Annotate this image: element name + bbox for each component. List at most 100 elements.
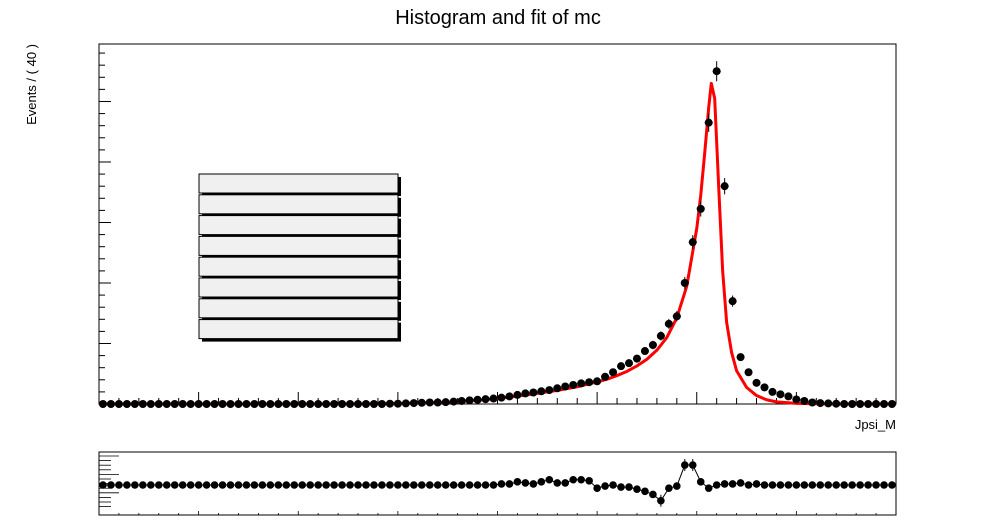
data-point bbox=[346, 400, 355, 408]
pull-point bbox=[489, 481, 498, 489]
pull-point bbox=[330, 481, 338, 489]
data-point bbox=[154, 400, 163, 408]
pull-point bbox=[123, 481, 131, 489]
data-point bbox=[768, 387, 777, 396]
data-point bbox=[497, 393, 506, 402]
pull-point bbox=[306, 481, 315, 489]
data-point bbox=[856, 400, 865, 408]
data-point bbox=[888, 400, 897, 408]
pull-point bbox=[473, 481, 482, 489]
pull-point bbox=[266, 481, 275, 489]
pull-point bbox=[282, 481, 291, 489]
pull-point bbox=[625, 483, 633, 491]
pull-point bbox=[362, 481, 370, 489]
pull-point bbox=[593, 484, 601, 492]
pull-point bbox=[649, 490, 657, 499]
pull-point bbox=[776, 481, 785, 489]
data-point bbox=[314, 400, 323, 408]
pull-point bbox=[816, 481, 825, 489]
pull-point bbox=[417, 481, 426, 489]
data-point bbox=[609, 368, 618, 377]
pull-point bbox=[139, 481, 147, 489]
pull-point bbox=[712, 481, 721, 489]
pull-point bbox=[178, 481, 187, 489]
data-point bbox=[234, 400, 243, 408]
pull-point bbox=[378, 481, 386, 489]
pull-point bbox=[218, 481, 227, 489]
pull-point bbox=[497, 480, 506, 488]
data-point bbox=[417, 398, 426, 407]
data-point bbox=[481, 395, 490, 404]
data-point bbox=[441, 398, 450, 407]
pull-point bbox=[131, 481, 139, 489]
pull-point bbox=[322, 481, 330, 489]
data-point bbox=[545, 386, 554, 395]
data-point bbox=[848, 400, 857, 408]
pull-point bbox=[680, 461, 689, 469]
pull-point bbox=[856, 481, 864, 489]
pull-point bbox=[752, 480, 761, 488]
pull-point bbox=[832, 481, 841, 489]
pull-point bbox=[657, 496, 665, 505]
pull-point bbox=[641, 487, 649, 496]
pull-point bbox=[354, 481, 362, 489]
pull-point bbox=[194, 481, 203, 489]
pull-point bbox=[290, 481, 299, 489]
pull-point bbox=[258, 481, 267, 489]
pull-point bbox=[147, 481, 155, 489]
data-point bbox=[640, 347, 649, 356]
pull-point bbox=[449, 481, 458, 489]
pull-point bbox=[561, 479, 570, 487]
data-point bbox=[186, 400, 195, 408]
pull-point bbox=[465, 481, 474, 489]
data-point bbox=[792, 395, 801, 404]
data-point bbox=[513, 390, 522, 399]
data-point bbox=[617, 362, 626, 371]
data-point bbox=[832, 399, 841, 408]
pull-point bbox=[99, 481, 107, 489]
param-box bbox=[198, 194, 399, 215]
pull-point bbox=[107, 481, 115, 489]
pull-point bbox=[338, 481, 346, 489]
param-box bbox=[198, 173, 399, 194]
pull-point bbox=[824, 481, 833, 489]
pull-point bbox=[394, 481, 402, 489]
data-point bbox=[601, 372, 610, 381]
x-axis-label: Jpsi_M bbox=[855, 417, 896, 432]
data-point bbox=[354, 400, 363, 408]
data-point bbox=[656, 331, 665, 340]
data-point bbox=[274, 400, 283, 408]
pull-point bbox=[673, 482, 681, 490]
param-box bbox=[198, 235, 399, 256]
pull-point bbox=[537, 478, 546, 486]
data-point bbox=[736, 353, 745, 362]
pull-point bbox=[346, 481, 354, 489]
data-point bbox=[369, 400, 378, 408]
data-point bbox=[784, 392, 793, 401]
pull-point bbox=[481, 481, 490, 489]
pull-point bbox=[704, 484, 713, 492]
pull-point bbox=[617, 483, 625, 491]
pull-point bbox=[880, 481, 888, 489]
pull-point bbox=[441, 481, 450, 489]
pull-point bbox=[314, 481, 322, 489]
pull-point bbox=[154, 481, 163, 489]
data-point bbox=[561, 382, 570, 391]
pull-point bbox=[577, 475, 585, 484]
pull-point bbox=[505, 480, 514, 488]
data-point bbox=[840, 400, 849, 408]
pull-point bbox=[186, 481, 195, 489]
data-point bbox=[473, 395, 482, 404]
data-point bbox=[489, 394, 498, 403]
data-point bbox=[752, 378, 761, 387]
data-point bbox=[210, 400, 219, 408]
data-point bbox=[330, 400, 339, 408]
data-point bbox=[122, 400, 131, 408]
param-box bbox=[198, 277, 399, 298]
data-point bbox=[465, 396, 474, 405]
data-point bbox=[593, 377, 602, 386]
data-point bbox=[306, 400, 315, 408]
data-point bbox=[880, 400, 889, 408]
data-point bbox=[338, 400, 347, 408]
data-point bbox=[202, 400, 211, 408]
